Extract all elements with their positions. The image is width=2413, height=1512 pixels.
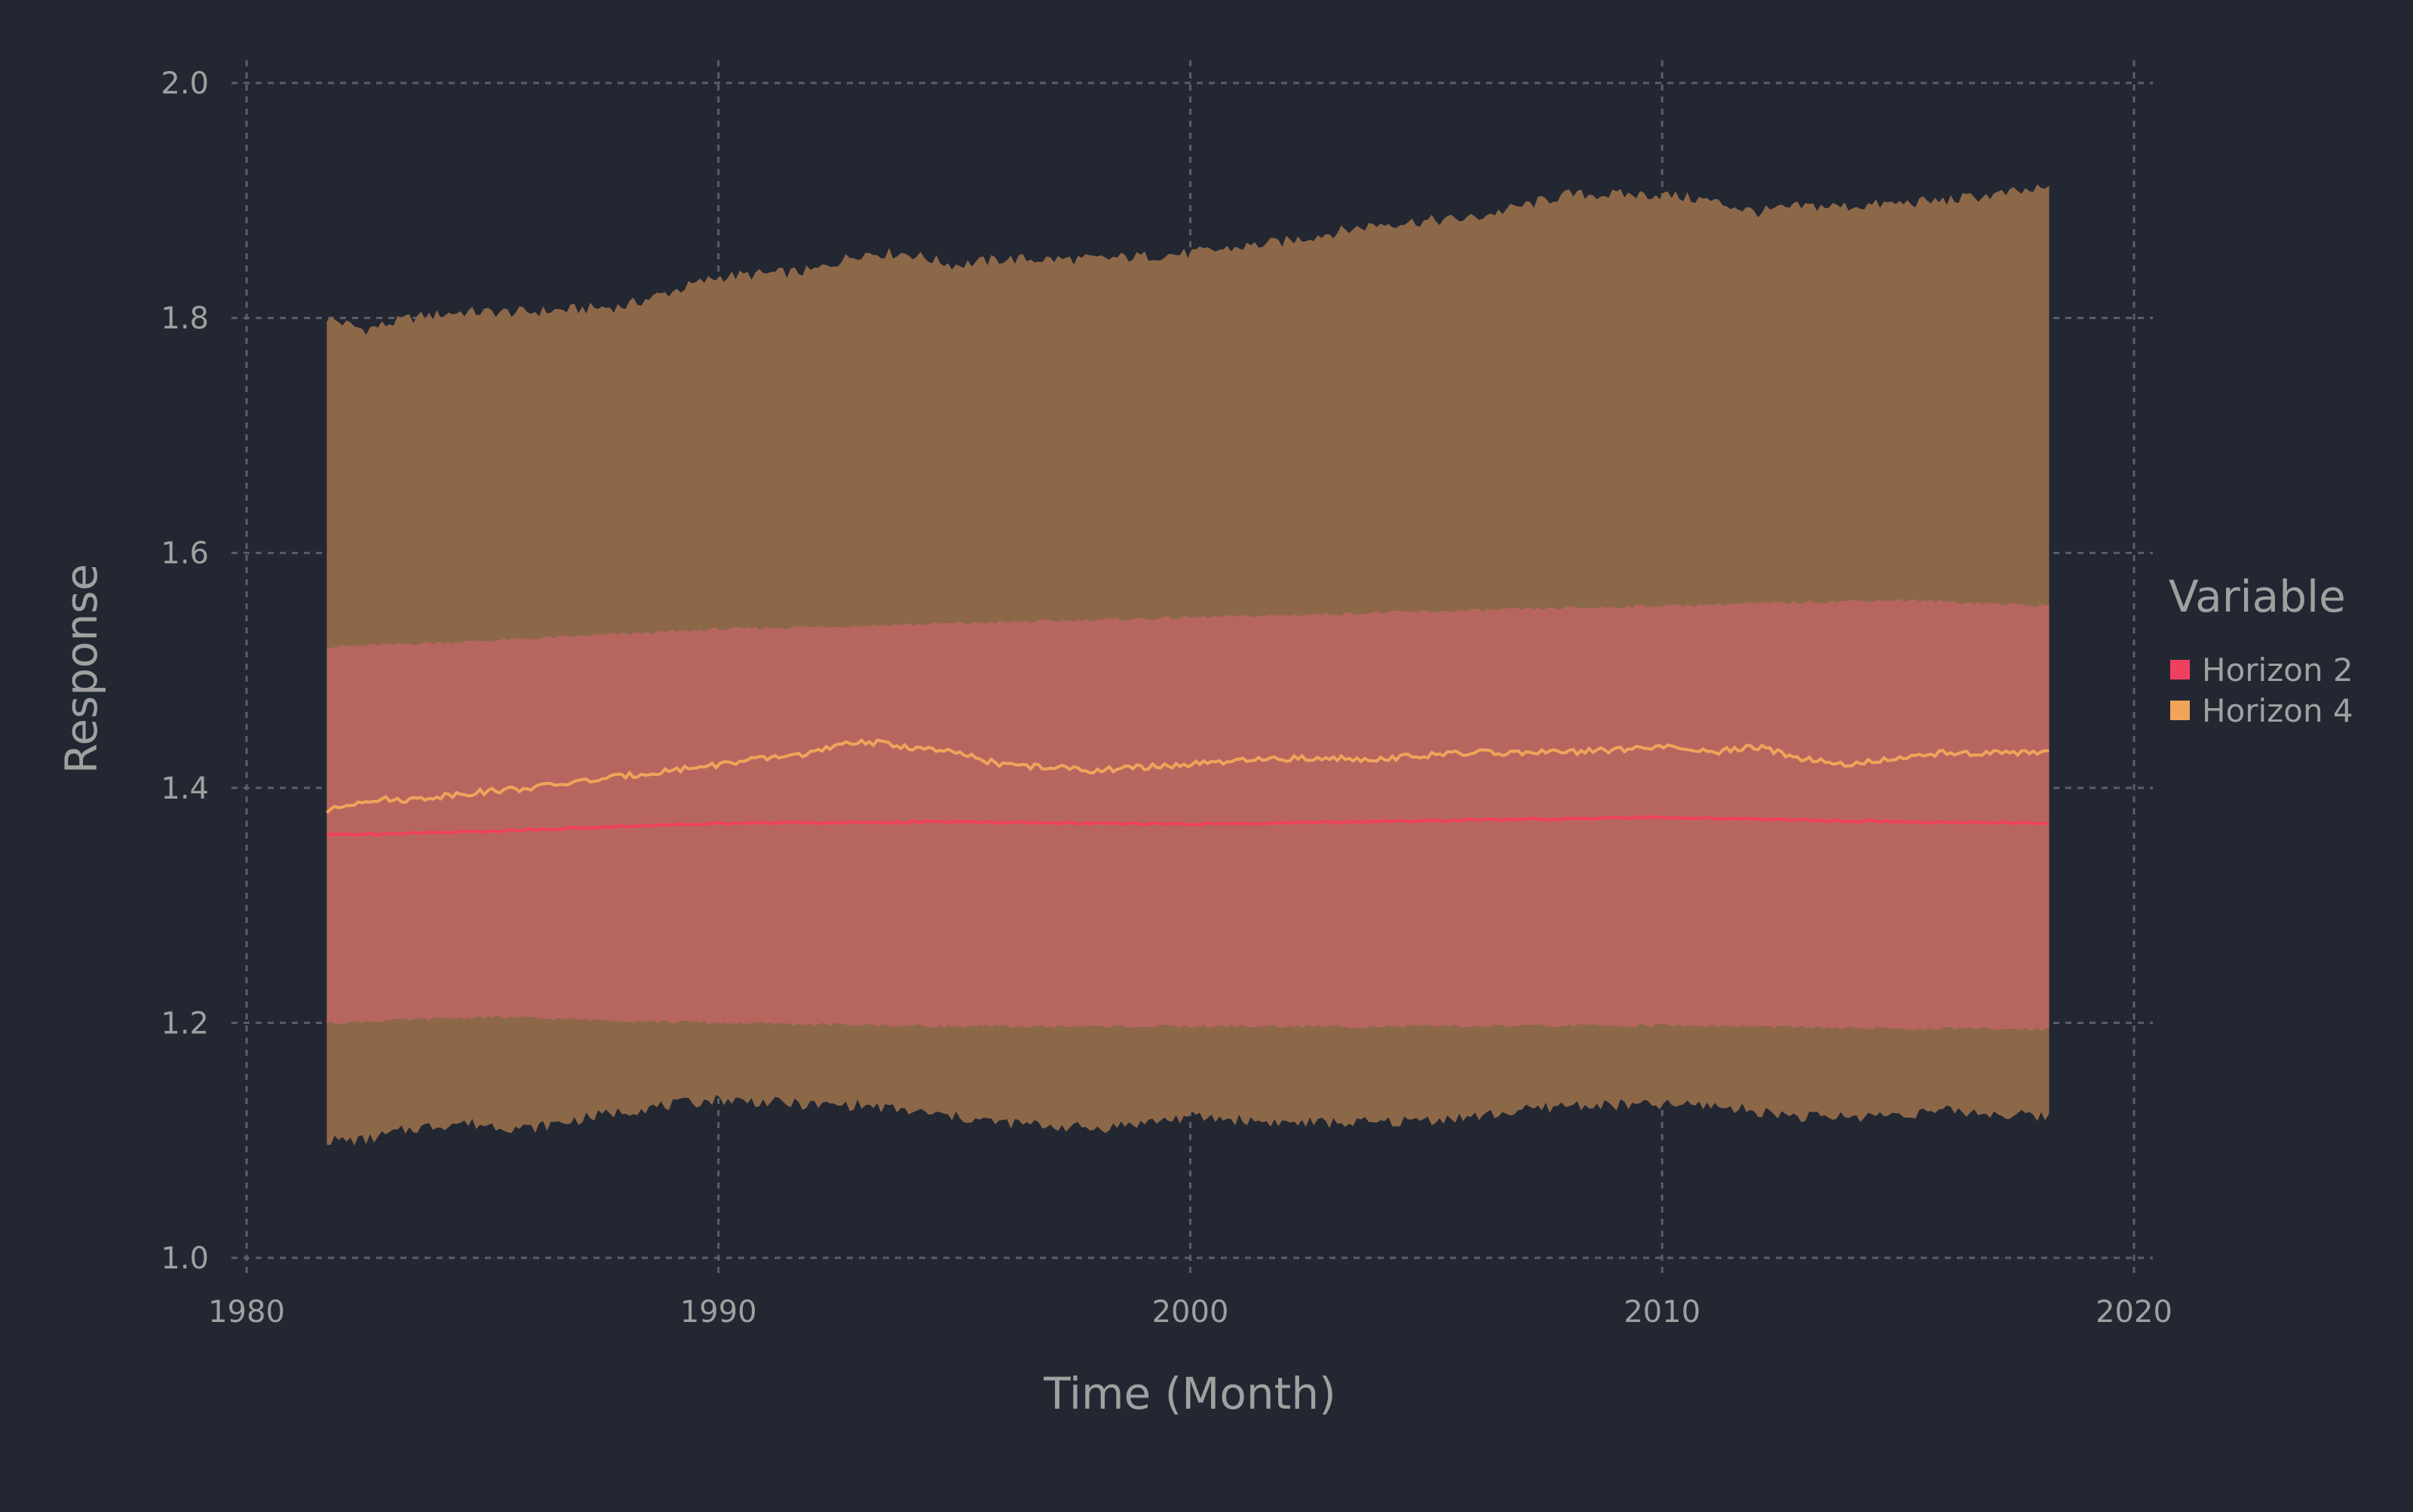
x-tick-label: 2010: [1623, 1295, 1700, 1330]
mean-lines: [326, 738, 2050, 837]
x-tick-label: 1990: [680, 1295, 757, 1330]
legend-label-horizon-4: Horizon 4: [2202, 692, 2353, 729]
legend-swatch-horizon-4: [2170, 701, 2190, 720]
x-axis-title: Time (Month): [1043, 1368, 1335, 1419]
y-tick-label: 1.6: [161, 536, 209, 571]
x-tick-label: 2020: [2096, 1295, 2172, 1330]
x-tick-label: 2000: [1152, 1295, 1229, 1330]
x-tick-label: 1980: [208, 1295, 285, 1330]
line-horizon-2: [327, 814, 2050, 837]
band-horizon-2: [327, 598, 2050, 1031]
y-tick-label: 1.8: [161, 302, 209, 336]
legend-swatch-horizon-2: [2170, 660, 2190, 679]
legend: Variable Horizon 2 Horizon 4: [2169, 571, 2353, 729]
y-tick-label: 1.2: [161, 1006, 209, 1041]
y-tick-label: 2.0: [161, 66, 209, 101]
y-tick-label: 1.0: [161, 1241, 209, 1276]
y-tick-label: 1.4: [161, 771, 209, 806]
tick-labels: 1980 1990 2000 2010 2020 1.0 1.2 1.4 1.6 1.8 2.0: [161, 66, 2172, 1330]
line-horizon-4: [326, 738, 2050, 814]
y-axis-title: Response: [56, 564, 107, 774]
legend-title: Variable: [2169, 571, 2346, 622]
legend-label-horizon-2: Horizon 2: [2202, 652, 2353, 689]
confidence-bands: [327, 184, 2050, 1146]
